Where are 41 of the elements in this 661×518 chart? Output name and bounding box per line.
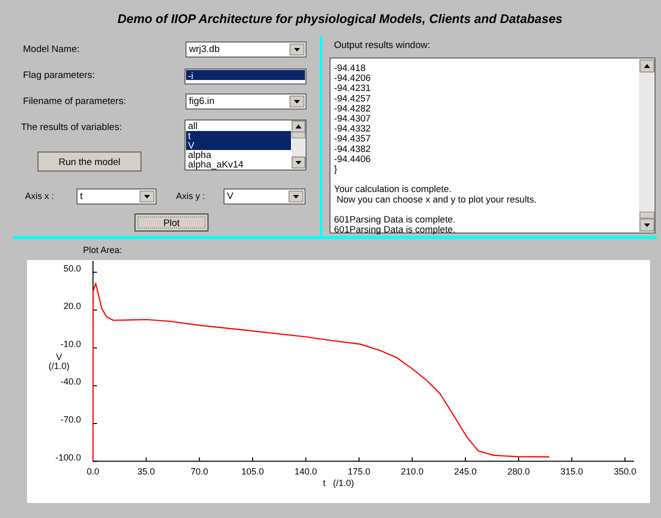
x-tick-label: 35.0 bbox=[137, 466, 155, 476]
text: t bbox=[188, 131, 191, 142]
text: alpha bbox=[188, 150, 212, 161]
text: wrj3.db bbox=[188, 44, 220, 55]
text: alpha_aKv14 bbox=[188, 160, 244, 170]
x-tick-label: 70.0 bbox=[190, 466, 208, 476]
text: Plot Area: bbox=[83, 245, 122, 255]
x-tick-label: 315.0 bbox=[560, 466, 584, 476]
y-tick-label: 20.0 bbox=[63, 301, 81, 312]
text: Output results window: bbox=[334, 40, 430, 51]
text: V bbox=[227, 191, 234, 202]
x-tick-label: 105.0 bbox=[241, 466, 264, 476]
text: The results of variables: bbox=[21, 122, 122, 133]
text: all bbox=[188, 121, 198, 132]
text: Run the model bbox=[58, 157, 120, 168]
x-axis-title: t (/1.0) bbox=[323, 478, 354, 488]
chart-title: Demo of IIOP Architecture for physiological Models, Clients and Databases bbox=[117, 12, 563, 26]
text: t bbox=[80, 191, 83, 202]
y-tick-label: -70.0 bbox=[60, 414, 81, 424]
x-tick-label: 175.0 bbox=[348, 466, 370, 476]
text: Axis x : bbox=[25, 191, 54, 201]
y-axis-title: V (/1.0) bbox=[48, 352, 70, 371]
y-tick-label: -10.0 bbox=[60, 338, 81, 349]
text: -i bbox=[188, 71, 194, 82]
text: Axis y : bbox=[176, 191, 206, 201]
text: Filename of parameters: bbox=[23, 96, 126, 107]
x-tick-label: 210.0 bbox=[400, 466, 424, 476]
y-tick-label: 50.0 bbox=[63, 263, 81, 274]
y-tick-label: -40.0 bbox=[60, 376, 81, 387]
caption: fig6.in bbox=[189, 96, 214, 107]
text: Plot bbox=[163, 218, 180, 229]
y-tick-label: -100.0 bbox=[55, 452, 81, 462]
x-tick-label: 280.0 bbox=[507, 466, 530, 476]
text: V bbox=[188, 140, 195, 152]
text: -94.418 -94.4206 -94.4231 -94.4257 -94.4282 -94.4307 -94.4332 -94.4357 -94.4382 -94.4406 } Your calculation is complete. Now you can choose x and y to plot your results. 601Parsing Data is complete. 601Parsing Data is complete. bbox=[334, 63, 537, 235]
x-tick-label: 245.0 bbox=[454, 466, 477, 476]
x-tick-label: 350.0 bbox=[614, 466, 636, 476]
text: Flag parameters: bbox=[23, 70, 95, 81]
x-tick-label: 140.0 bbox=[294, 466, 318, 476]
text: Model Name: bbox=[23, 44, 80, 55]
x-tick-label: 0.0 bbox=[86, 466, 100, 476]
